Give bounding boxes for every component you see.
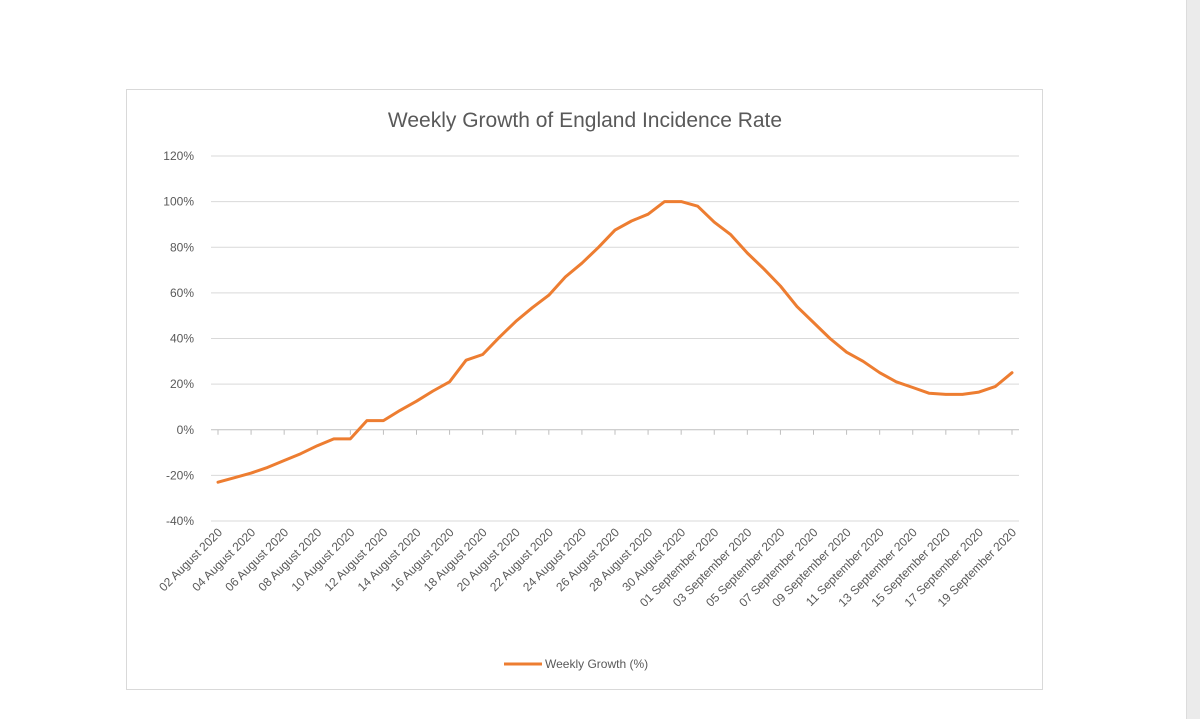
legend: Weekly Growth (%) — [504, 657, 648, 671]
chart-title: Weekly Growth of England Incidence Rate — [388, 109, 782, 132]
y-tick-label: -40% — [166, 514, 194, 528]
window-scrollbar-edge — [1186, 0, 1200, 719]
y-tick-label: 60% — [170, 286, 194, 300]
y-tick-label: 20% — [170, 377, 194, 391]
y-axis-ticks: 120% 100% 80% 60% 40% 20% 0% -20% -40% — [163, 149, 194, 528]
y-tick-label: 0% — [177, 423, 195, 437]
chart-frame — [126, 89, 1043, 690]
legend-label: Weekly Growth (%) — [545, 657, 648, 671]
series-group — [216, 200, 1014, 484]
y-tick-label: 120% — [163, 149, 194, 163]
y-tick-label: 40% — [170, 332, 194, 346]
y-tick-label: 80% — [170, 240, 194, 254]
y-tick-label: -20% — [166, 468, 194, 482]
y-tick-label: 100% — [163, 195, 194, 209]
gridlines — [211, 155, 1019, 522]
series-line — [216, 200, 1014, 484]
